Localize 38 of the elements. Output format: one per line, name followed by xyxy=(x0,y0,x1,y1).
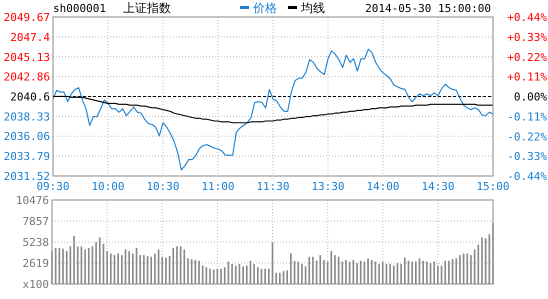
x-tick-label: 10:00 xyxy=(91,180,125,193)
y-tick-label: 2045.13 xyxy=(4,50,50,64)
legend-label: 均线 xyxy=(300,1,325,15)
y2-tick-label: -0.44% xyxy=(507,170,548,183)
x-tick-label: 15:00 xyxy=(476,180,510,193)
y2-tick-label: 0.00% xyxy=(514,90,548,104)
y2-tick-label: +0.11% xyxy=(507,70,548,84)
y2-tick-label: -0.22% xyxy=(507,130,548,144)
y2-tick-label: +0.22% xyxy=(507,50,548,64)
y-tick-label: 2036.06 xyxy=(4,130,50,144)
y-tick-label: 2049.67 xyxy=(4,11,50,24)
y-tick-label: 2031.52 xyxy=(4,170,50,183)
y2-tick-label: +0.33% xyxy=(507,30,548,44)
y-tick-label: 2038.33 xyxy=(4,110,50,124)
x-tick-label: 11:00 xyxy=(201,180,235,193)
text: 2014-05-30 15:00:00 xyxy=(365,2,491,15)
y-tick-label: 2042.86 xyxy=(4,70,50,84)
x-tick-label: 13:30 xyxy=(311,180,345,193)
chart-subtitle: sh000001 xyxy=(53,2,106,15)
x-tick-label: 14:00 xyxy=(366,180,400,193)
chart-title: 上证指数 xyxy=(123,1,171,15)
y-tick-label: x100 xyxy=(22,278,49,291)
y-tick-label: 2033.79 xyxy=(4,150,50,164)
y2-tick-label: -0.33% xyxy=(507,150,548,164)
y2-tick-label: -0.11% xyxy=(507,110,548,124)
x-tick-label: 11:30 xyxy=(256,180,290,193)
y-tick-label: 10476 xyxy=(16,194,49,207)
x-tick-label: 14:30 xyxy=(421,180,455,193)
line-series xyxy=(52,48,494,171)
legend-label: 价格 xyxy=(252,1,277,15)
x-tick-label: 09:30 xyxy=(36,180,70,193)
y-tick-label: 2040.6 xyxy=(10,90,50,104)
y-tick-label: 2619 xyxy=(22,257,49,270)
y-tick-label: 7857 xyxy=(22,215,49,228)
y-tick-label: 2047.4 xyxy=(10,30,50,44)
y-tick-label: 5238 xyxy=(22,236,49,249)
x-tick-label: 10:30 xyxy=(146,180,180,193)
y2-tick-label: +0.44% xyxy=(507,11,548,24)
